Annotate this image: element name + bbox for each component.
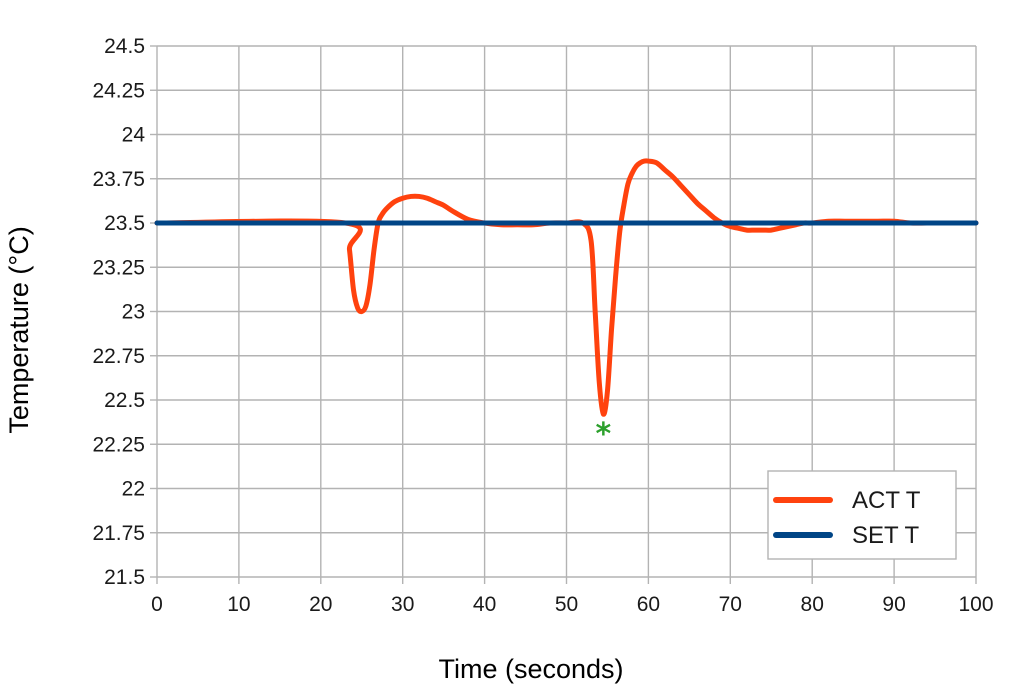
- legend-label-act-t: ACT T: [852, 487, 921, 514]
- y-tick-label: 21.75: [92, 522, 145, 545]
- y-axis-tick-labels: 21.5 21.75 22 22.25 22.5 22.75 23 23.25 23.5 23.7…: [92, 35, 145, 589]
- y-tick-label: 23.25: [92, 256, 145, 279]
- y-tick-label: 23.75: [92, 168, 145, 191]
- y-axis-title: Temperature (°C): [4, 226, 34, 433]
- x-tick-label: 40: [473, 593, 496, 616]
- y-tick-label: 23.5: [104, 212, 145, 235]
- y-tick-label: 21.5: [104, 566, 145, 589]
- y-tick-label: 22.5: [104, 389, 145, 412]
- x-axis-tick-labels: 0 10 20 30 40 50 60 70 80 90 100: [151, 593, 993, 616]
- x-tick-label: 50: [555, 593, 578, 616]
- series-lines: [154, 158, 979, 417]
- x-axis-title: Time (seconds): [438, 654, 623, 684]
- y-tick-label: 22.75: [92, 345, 145, 368]
- x-tick-label: 60: [637, 593, 660, 616]
- y-tick-label: 22: [122, 478, 145, 501]
- y-tick-label: 24: [122, 124, 146, 147]
- x-tick-label: 80: [801, 593, 824, 616]
- y-tick-label: 22.25: [92, 433, 145, 456]
- x-tick-label: 30: [391, 593, 414, 616]
- annotations: *: [596, 417, 612, 452]
- y-tick-label: 24.5: [104, 35, 145, 58]
- x-tick-label: 10: [227, 593, 250, 616]
- legend-label-set-t: SET T: [852, 522, 919, 549]
- y-tick-label: 24.25: [92, 79, 145, 102]
- x-tick-label: 20: [309, 593, 332, 616]
- x-tick-label: 100: [958, 593, 993, 616]
- legend: ACT T SET T: [767, 470, 957, 560]
- x-tick-label: 90: [882, 593, 905, 616]
- legend-box: [767, 470, 957, 560]
- y-tick-label: 23: [122, 301, 145, 324]
- x-tick-label: 0: [151, 593, 163, 616]
- asterisk-annotation: *: [596, 417, 612, 452]
- x-tick-label: 70: [719, 593, 742, 616]
